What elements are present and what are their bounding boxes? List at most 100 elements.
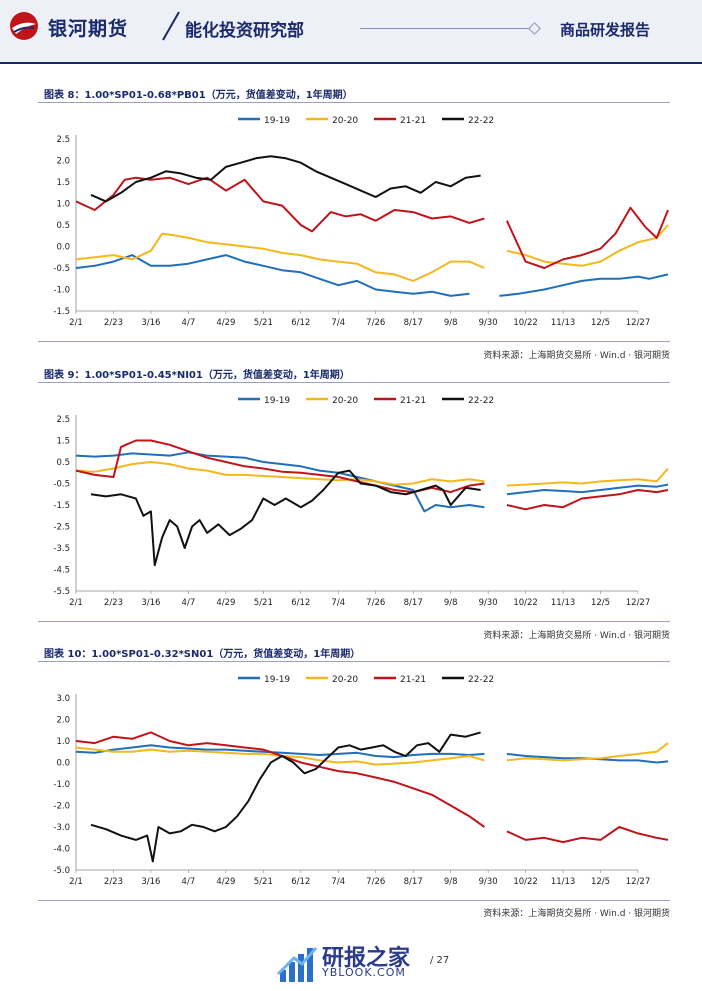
x-tick-label: 4/29 [216, 318, 235, 328]
y-tick-label: -4.0 [53, 845, 70, 855]
x-tick-label: 8/17 [404, 318, 423, 328]
series-line-20-20 [75, 224, 669, 282]
x-tick-label: 2/23 [104, 877, 123, 887]
header-rule [0, 62, 702, 64]
legend-label: 19-19 [264, 116, 290, 126]
watermark-site-url: YBLOOK.COM [322, 966, 406, 979]
y-tick-label: 0.5 [56, 458, 70, 468]
y-tick-label: -3.5 [53, 544, 70, 554]
x-tick-label: 12/27 [626, 318, 651, 328]
header-divider-line [360, 28, 535, 29]
series-line-22-22 [90, 155, 481, 203]
y-tick-label: -3.0 [53, 823, 70, 833]
x-tick-label: 7/26 [366, 877, 385, 887]
x-tick-label: 7/4 [331, 318, 345, 328]
chart-title: 图表 9：1.00*SP01-0.45*NI01（万元，货值差变动，1年周期） [44, 370, 350, 381]
x-tick-label: 3/16 [141, 318, 160, 328]
x-tick-label: 7/26 [366, 598, 385, 608]
y-tick-label: -1.0 [53, 286, 70, 296]
x-tick-label: 7/4 [331, 598, 345, 608]
series-line-19-19 [75, 254, 669, 297]
chart-source: 资料来源：上海期货交易所 · Win.d · 银河期货 [483, 351, 670, 361]
legend-label: 22-22 [468, 675, 494, 685]
y-tick-label: -2.5 [53, 523, 70, 533]
x-tick-label: 4/7 [182, 318, 196, 328]
x-tick-label: 12/5 [591, 598, 610, 608]
x-tick-label: 8/17 [404, 598, 423, 608]
y-tick-label: 1.5 [56, 437, 70, 447]
x-tick-label: 12/27 [626, 598, 651, 608]
y-tick-label: 1.0 [56, 737, 70, 747]
legend-label: 21-21 [400, 116, 426, 126]
y-tick-label: 1.0 [56, 200, 70, 210]
report-type: 商品研发报告 [560, 21, 651, 39]
x-tick-label: 11/13 [551, 598, 576, 608]
y-tick-label: -1.5 [53, 501, 70, 511]
chart-source: 资料来源：上海期货交易所 · Win.d · 银河期货 [483, 909, 670, 919]
page-header: 银河期货 能化投资研究部 商品研发报告 [0, 0, 702, 64]
series-line-21-21 [75, 731, 669, 844]
y-tick-label: 2.5 [56, 415, 70, 425]
y-tick-label: 0.5 [56, 221, 70, 231]
x-tick-label: 10/22 [513, 598, 538, 608]
legend-label: 20-20 [332, 675, 358, 685]
y-tick-label: -0.5 [53, 480, 70, 490]
x-tick-label: 9/30 [479, 598, 498, 608]
series-line-20-20 [75, 461, 669, 487]
y-tick-label: 0.0 [56, 759, 70, 769]
chart-10: 19-19 20-20 21-21 22-22 3.0 2.0 1.0 0.0 -1.0 -2.0… [53, 675, 669, 887]
series-line-21-21 [75, 176, 669, 269]
x-tick-label: 3/16 [141, 877, 160, 887]
chart-title: 图表 8：1.00*SP01-0.68*PB01（万元，货值差变动，1年周期） [44, 90, 353, 101]
x-tick-label: 3/16 [141, 598, 160, 608]
legend-label: 19-19 [264, 396, 290, 406]
y-tick-label: -1.5 [53, 307, 70, 317]
x-tick-label: 6/12 [291, 877, 310, 887]
company-name: 银河期货 [48, 18, 129, 40]
chart-title: 图表 10：1.00*SP01-0.32*SN01（万元，货值差变动，1年周期） [44, 649, 361, 660]
x-tick-label: 2/1 [69, 318, 83, 328]
legend-label: 21-21 [400, 675, 426, 685]
x-tick-label: 2/23 [104, 318, 123, 328]
x-tick-label: 5/21 [254, 877, 273, 887]
page-number: / 27 [430, 955, 450, 966]
x-tick-label: 9/8 [444, 598, 458, 608]
x-tick-label: 7/26 [366, 318, 385, 328]
legend-label: 19-19 [264, 675, 290, 685]
x-tick-label: 2/1 [69, 598, 83, 608]
x-tick-label: 7/4 [331, 877, 345, 887]
y-tick-label: -5.5 [53, 587, 70, 597]
chart-frame: 19-19 20-20 21-21 22-22 2.5 2.0 1.5 1.0 0.5 0.0 -0… [38, 102, 670, 342]
x-tick-label: 9/30 [479, 318, 498, 328]
x-tick-label: 9/30 [479, 877, 498, 887]
y-tick-label: -5.0 [53, 866, 70, 876]
series-line-19-19 [75, 451, 669, 513]
x-tick-label: 4/29 [216, 598, 235, 608]
header-slash [162, 11, 180, 41]
x-tick-label: 5/21 [254, 598, 273, 608]
x-tick-label: 9/8 [444, 318, 458, 328]
x-tick-label: 4/7 [182, 598, 196, 608]
chart-8: 19-19 20-20 21-21 22-22 2.5 2.0 1.5 1.0 0.5 0.0 -0… [53, 116, 669, 328]
y-tick-label: 0.0 [56, 243, 70, 253]
x-tick-label: 11/13 [551, 318, 576, 328]
x-tick-label: 2/23 [104, 598, 123, 608]
x-tick-label: 10/22 [513, 877, 538, 887]
x-tick-label: 2/1 [69, 877, 83, 887]
y-tick-label: 1.5 [56, 178, 70, 188]
legend-label: 20-20 [332, 116, 358, 126]
legend-label: 21-21 [400, 396, 426, 406]
watermark-site-name: 研报之家 [322, 946, 411, 971]
x-tick-label: 12/5 [591, 318, 610, 328]
y-tick-label: -2.0 [53, 802, 70, 812]
y-tick-label: 2.0 [56, 157, 70, 167]
x-tick-label: 11/13 [551, 877, 576, 887]
department-name: 能化投资研究部 [185, 21, 304, 41]
chart-9: 19-19 20-20 21-21 22-22 2.5 1.5 0.5 -0.5 -1.5 -2.… [53, 396, 669, 608]
series-line-22-22 [90, 469, 481, 567]
x-tick-label: 4/29 [216, 877, 235, 887]
y-tick-label: -4.5 [53, 566, 70, 576]
y-tick-label: 2.0 [56, 716, 70, 726]
x-tick-label: 6/12 [291, 598, 310, 608]
y-tick-label: 3.0 [56, 694, 70, 704]
